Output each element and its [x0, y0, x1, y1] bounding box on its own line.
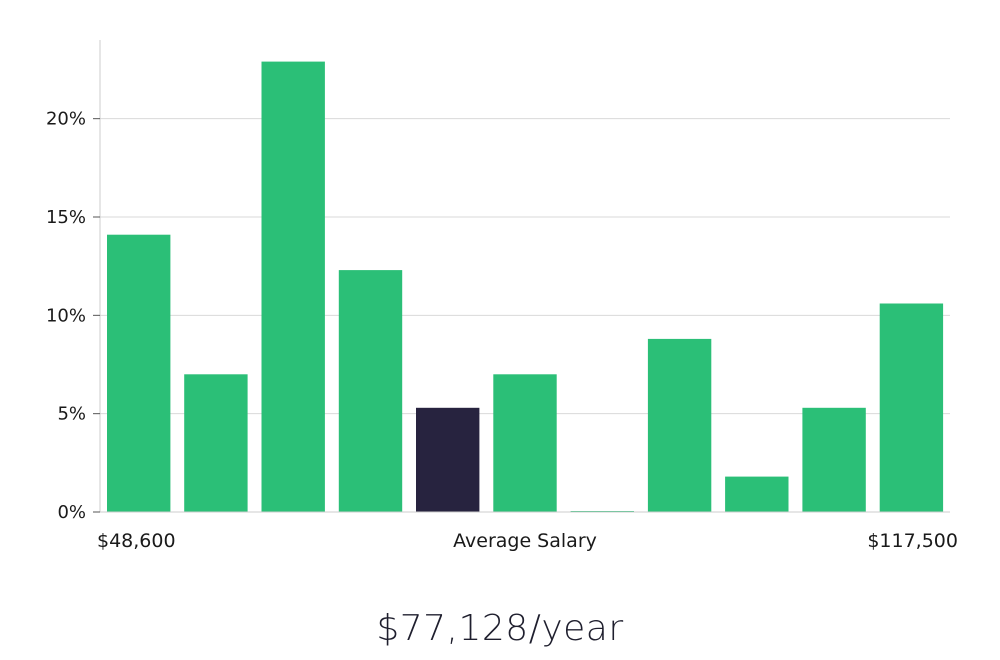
y-tick-label: 0%	[57, 502, 86, 523]
bar	[184, 374, 248, 512]
bar	[802, 407, 866, 512]
bar	[338, 270, 403, 512]
y-tick-label: 10%	[46, 305, 86, 326]
x-axis-title: Average Salary	[453, 530, 597, 552]
grid-lines	[100, 118, 950, 415]
x-max-label: $117,500	[867, 530, 958, 552]
bars	[107, 61, 944, 512]
bar	[107, 234, 171, 512]
bar	[493, 374, 557, 512]
bar-highlighted	[416, 407, 480, 512]
x-min-label: $48,600	[97, 530, 176, 552]
salary-histogram: 0% 5% 10% 15% 20% $48,600 Average Salary $11…	[46, 40, 958, 552]
bar	[725, 476, 789, 512]
y-tick-label: 5%	[57, 404, 86, 425]
y-axis: 0% 5% 10% 15% 20%	[46, 40, 101, 523]
bar	[261, 61, 325, 512]
y-tick-label: 20%	[46, 109, 86, 130]
bar	[879, 303, 944, 512]
average-salary-figure: $77,128/year	[376, 608, 624, 649]
bar	[647, 338, 712, 512]
y-tick-label: 15%	[46, 207, 86, 228]
